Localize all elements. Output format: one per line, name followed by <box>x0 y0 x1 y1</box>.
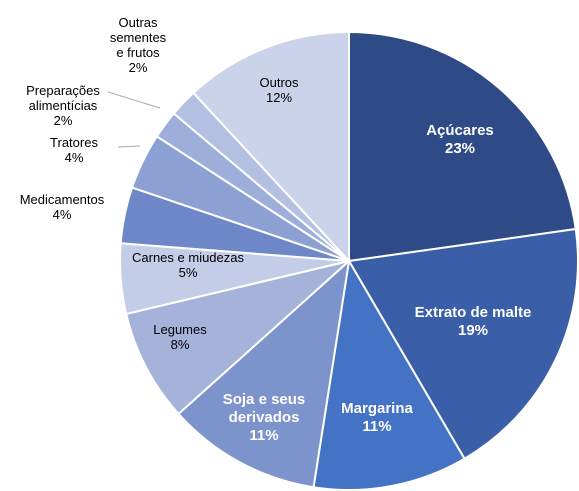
label-block: Medicamentos 4% <box>0 177 127 237</box>
pie-slice <box>124 260 350 416</box>
category-name: Outros <box>259 75 299 90</box>
value-label: 11% <box>362 418 392 435</box>
pie-slice <box>312 258 466 491</box>
leader-line <box>117 145 141 148</box>
pie-slice <box>348 30 577 263</box>
label-block: Preparações alimentícias 2% <box>0 75 128 135</box>
category-name: Legumes <box>153 322 207 337</box>
category-name: Medicamentos <box>19 192 105 207</box>
label-block: Carnes e miudezas 5% <box>123 235 253 295</box>
label-block: Açúcares 23% <box>395 110 525 170</box>
value-label: 19% <box>457 322 489 339</box>
value-label: 4% <box>64 150 84 165</box>
category-name: Preparações alimentícias <box>26 82 100 113</box>
value-label: 5% <box>178 265 198 280</box>
category-name: Outras sementes e frutos <box>109 15 167 60</box>
label-block: Margarina 11% <box>312 388 442 448</box>
value-label: 12% <box>265 90 293 105</box>
pie-slice <box>192 30 350 264</box>
label-block: Soja e seus derivados 11% <box>199 388 329 448</box>
category-name: Açúcares <box>426 122 494 139</box>
category-name: Extrato de malte <box>414 304 532 321</box>
value-label: 2% <box>128 60 148 75</box>
value-label: 8% <box>170 337 190 352</box>
label-block: Outras sementes e frutos 2% <box>73 15 203 75</box>
label-block: Extrato de malte 19% <box>408 292 538 352</box>
label-block: Legumes 8% <box>115 307 245 367</box>
category-name: Carnes e miudezas <box>132 250 244 265</box>
value-label: 11% <box>249 427 279 444</box>
value-label: 2% <box>53 112 73 128</box>
category-name: Margarina <box>341 400 413 417</box>
value-label: 23% <box>444 140 476 157</box>
category-name: Soja e seus derivados <box>222 391 306 426</box>
category-name: Tratores <box>50 135 98 150</box>
leader-line <box>107 91 161 109</box>
pie-slice <box>177 258 351 489</box>
label-block: Tratores 4% <box>9 120 139 180</box>
label-block: Outros 12% <box>214 60 344 120</box>
value-label: 4% <box>52 207 72 222</box>
pie-slice <box>347 227 579 461</box>
